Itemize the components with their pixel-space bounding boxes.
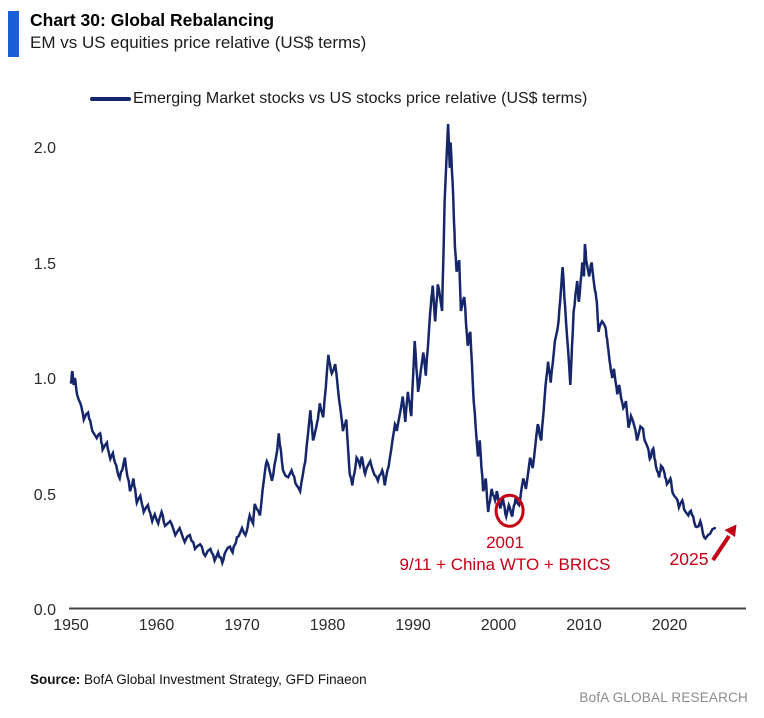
y-tick-label: 2.0 [33,140,56,157]
annotation-circle-2001 [494,493,525,528]
x-tick-label: 2000 [480,617,517,634]
annotation-2001-year: 2001 [486,533,524,552]
x-tick-label: 1960 [138,617,175,634]
chart-title: Chart 30: Global Rebalancing [30,10,275,30]
annotation-2001: 2001 9/11 + China WTO + BRICS [399,532,610,575]
source-label: Source: [30,672,81,687]
x-tick-label: 1950 [53,617,89,634]
bofa-global-research-branding: BofA GLOBAL RESEARCH [579,690,748,705]
y-tick-label: 0.5 [33,486,56,504]
y-tick-label: 1.0 [33,371,56,388]
legend-label: Emerging Market stocks vs US stocks pric… [133,90,588,107]
annotation-2001-events: 9/11 + China WTO + BRICS [399,554,611,574]
x-tick-label: 1980 [309,617,346,634]
x-tick-label: 2020 [651,617,688,634]
x-tick-label: 2010 [566,617,602,634]
title-accent-bar [8,11,19,57]
source-text: BofA Global Investment Strategy, GFD Fin… [80,672,367,687]
trend-arrow-icon [711,524,737,562]
chart-subtitle: EM vs US equities price relative (US$ te… [30,33,367,52]
y-tick-label: 0.0 [33,602,56,619]
source-line: Source: BofA Global Investment Strategy,… [30,672,367,687]
em-vs-us-data-line [69,123,717,567]
x-tick-label: 1970 [224,617,260,634]
legend: Emerging Market stocks vs US stocks pric… [90,90,587,108]
x-tick-label: 1990 [395,617,431,634]
annotation-2025: 2025 [669,549,709,569]
legend-line-swatch [90,96,131,102]
y-tick-label: 1.5 [33,255,56,273]
